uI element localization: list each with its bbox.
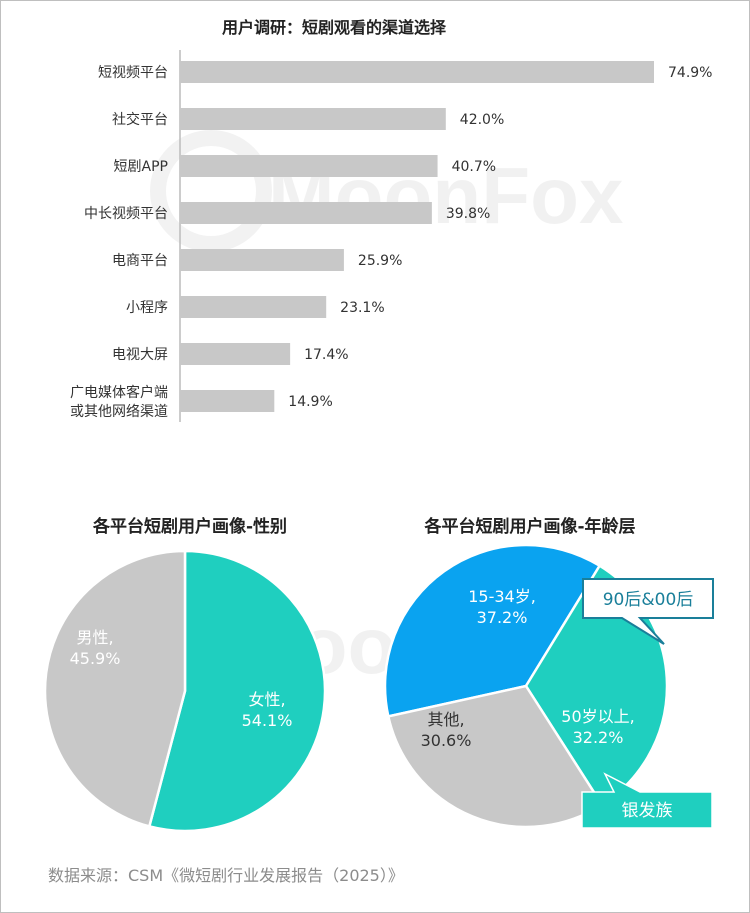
bar-category-label: 短视频平台	[98, 65, 168, 81]
bar-category-line: 中长视频平台	[84, 206, 168, 222]
age-label-other-value: 30.6%	[421, 731, 472, 750]
gender-label-female: 女性, 54.1%	[242, 690, 293, 730]
bar-value-label: 25.9%	[358, 253, 402, 269]
bar-category-line: 短剧APP	[114, 159, 168, 175]
bar-4	[180, 249, 344, 271]
gender-label-male-value: 45.9%	[70, 649, 121, 668]
bar-value-label: 39.8%	[446, 206, 490, 222]
age-label-50plus-value: 32.2%	[573, 728, 624, 747]
callout-90s-00s-box	[582, 578, 714, 645]
bar-value-label: 17.4%	[304, 347, 348, 363]
age-slice-0	[383, 543, 602, 718]
bar-category-label: 广电媒体客户端或其他网络渠道	[70, 384, 168, 420]
gender-label-female-name: 女性,	[248, 690, 285, 709]
bar-0	[180, 61, 654, 83]
bar-category-line: 电商平台	[112, 253, 168, 269]
source-note: 数据来源：CSM《微短剧行业发展报告（2025）》	[48, 866, 404, 885]
gender-pie-title: 各平台短剧用户画像-性别	[92, 517, 288, 537]
age-slice-2	[386, 684, 604, 829]
bar-value-label: 23.1%	[340, 300, 384, 316]
bar-6	[180, 343, 291, 365]
callout-90s-00s-text: 90后&00后	[603, 590, 694, 610]
bar-1	[180, 108, 446, 130]
bar-category-label: 短剧APP	[114, 159, 168, 175]
bar-category-line: 或其他网络渠道	[70, 404, 168, 420]
callout-silver-text: 银发族	[622, 801, 673, 821]
bar-category-label: 电商平台	[112, 253, 168, 269]
bar-category-line: 短视频平台	[98, 65, 168, 81]
bar-category-label: 小程序	[126, 300, 168, 316]
age-label-other-name: 其他,	[427, 710, 464, 729]
age-label-other: 其他, 30.6%	[421, 710, 472, 750]
bar-category-label: 中长视频平台	[84, 206, 168, 222]
bar-category-label: 社交平台	[112, 111, 168, 128]
bar-category-line: 社交平台	[112, 111, 168, 128]
age-label-50plus: 50岁以上, 32.2%	[561, 707, 634, 747]
age-pie-title: 各平台短剧用户画像-年龄层	[424, 517, 636, 537]
bar-chart-title: 用户调研：短剧观看的渠道选择	[221, 18, 446, 37]
bar-value-label: 74.9%	[668, 65, 712, 81]
bar-3	[180, 202, 432, 224]
bar-category-line: 小程序	[126, 300, 168, 316]
bar-2	[180, 155, 438, 177]
age-label-15-34-value: 37.2%	[477, 608, 528, 627]
bar-7	[180, 390, 275, 412]
age-label-50plus-name: 50岁以上,	[561, 707, 634, 726]
bar-5	[180, 296, 327, 318]
bar-category-label: 电视大屏	[112, 347, 168, 363]
gender-label-male-name: 男性,	[76, 628, 113, 647]
gender-label-male: 男性, 45.9%	[70, 628, 121, 668]
bar-category-line: 电视大屏	[112, 347, 168, 363]
bar-chart: 短视频平台 74.9% 社交平台 42.0% 短剧APP 40.7% 中长视频平台 39.8%…	[70, 50, 712, 422]
bar-category-line: 广电媒体客户端	[70, 384, 168, 401]
gender-slice-0	[147, 549, 327, 833]
bar-value-label: 40.7%	[452, 159, 496, 175]
bar-value-label: 42.0%	[460, 112, 504, 128]
callout-silver-box	[581, 772, 713, 829]
age-label-15-34: 15-34岁, 37.2%	[468, 587, 536, 627]
age-label-15-34-name: 15-34岁,	[468, 587, 536, 606]
bar-value-label: 14.9%	[288, 394, 332, 410]
pie-charts: 女性, 54.1% 男性, 45.9% 15-34岁, 37.2% 50岁以上, 32.2% 其…	[43, 543, 714, 833]
gender-label-female-value: 54.1%	[242, 711, 293, 730]
gender-slice-1	[43, 549, 187, 828]
